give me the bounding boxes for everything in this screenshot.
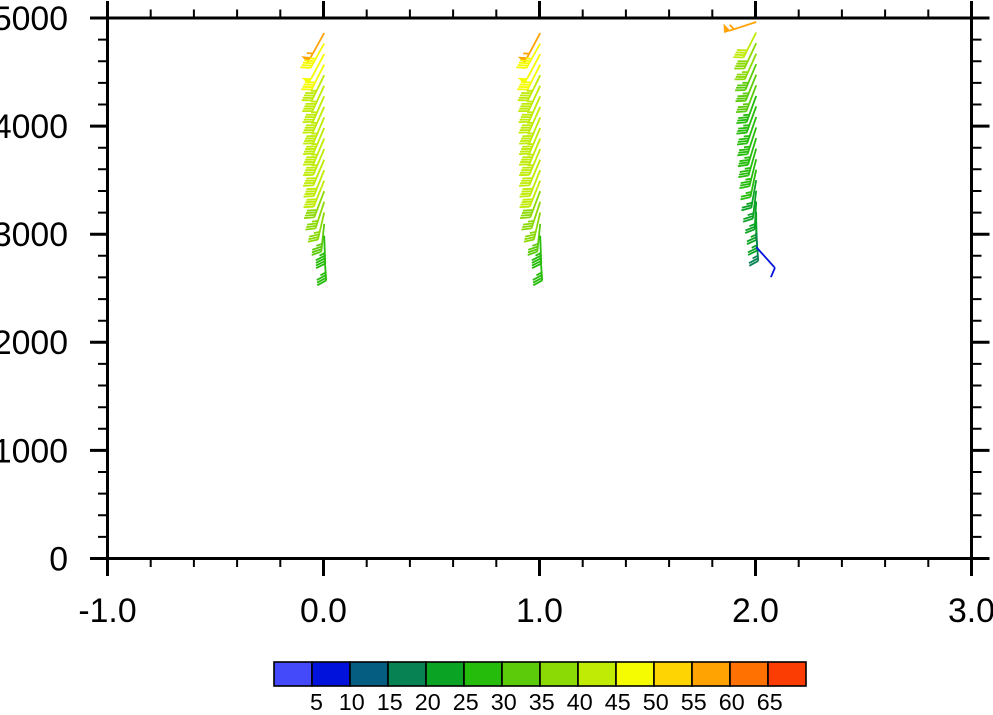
svg-text:10: 10 bbox=[339, 689, 365, 710]
svg-text:60: 60 bbox=[719, 689, 745, 710]
svg-text:35: 35 bbox=[529, 689, 555, 710]
svg-text:2000: 2000 bbox=[0, 324, 68, 362]
svg-text:55: 55 bbox=[681, 689, 707, 710]
svg-text:0.0: 0.0 bbox=[300, 592, 347, 630]
svg-text:20: 20 bbox=[415, 689, 441, 710]
svg-text:30: 30 bbox=[491, 689, 517, 710]
svg-text:4000: 4000 bbox=[0, 108, 68, 146]
svg-text:2.0: 2.0 bbox=[732, 592, 779, 630]
svg-text:5: 5 bbox=[310, 689, 323, 710]
svg-text:0: 0 bbox=[49, 540, 68, 578]
svg-text:65: 65 bbox=[757, 689, 783, 710]
svg-text:-1.0: -1.0 bbox=[78, 592, 136, 630]
svg-text:1.0: 1.0 bbox=[516, 592, 563, 630]
svg-text:3.0: 3.0 bbox=[948, 592, 993, 630]
svg-text:1000: 1000 bbox=[0, 432, 68, 470]
svg-text:5000: 5000 bbox=[0, 0, 68, 38]
svg-text:50: 50 bbox=[643, 689, 669, 710]
svg-text:25: 25 bbox=[453, 689, 479, 710]
svg-text:40: 40 bbox=[567, 689, 593, 710]
svg-text:45: 45 bbox=[605, 689, 631, 710]
svg-text:15: 15 bbox=[377, 689, 403, 710]
svg-text:3000: 3000 bbox=[0, 216, 68, 254]
